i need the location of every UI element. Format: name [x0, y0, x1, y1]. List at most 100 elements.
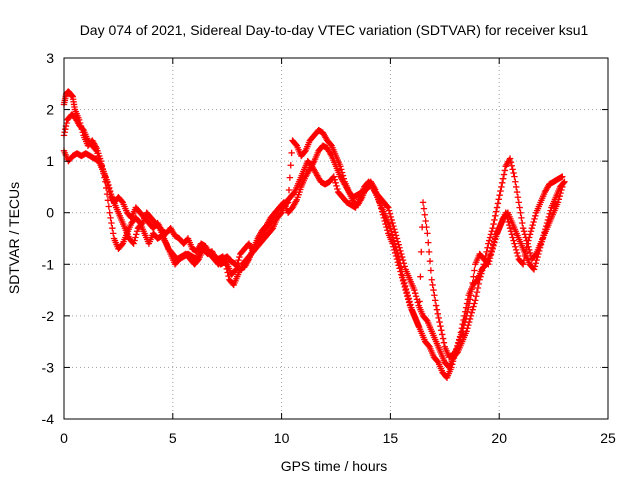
- data-point: [472, 297, 479, 304]
- data-point: [531, 263, 539, 270]
- data-point: [105, 203, 113, 210]
- data-point: [464, 308, 471, 315]
- data-point: [487, 251, 495, 259]
- data-point: [534, 253, 541, 261]
- data-point: [98, 162, 106, 169]
- data-point: [461, 318, 469, 326]
- data-point: [394, 259, 401, 266]
- data-point: [487, 231, 495, 238]
- data-point: [225, 272, 232, 280]
- data-point: [425, 239, 432, 246]
- data-point: [458, 331, 465, 338]
- data-point: [76, 119, 84, 127]
- data-point: [108, 219, 115, 227]
- data-point: [520, 256, 528, 264]
- data-point: [109, 224, 116, 232]
- data-point: [509, 166, 516, 173]
- data-point: [284, 199, 292, 206]
- data-point: [546, 210, 553, 217]
- data-point: [131, 237, 138, 244]
- data-point: [396, 265, 403, 272]
- data-point: [340, 175, 348, 182]
- data-point: [378, 208, 386, 215]
- data-point: [339, 172, 347, 179]
- data-point: [495, 196, 502, 203]
- data-point: [539, 235, 546, 242]
- data-point: [404, 293, 411, 300]
- data-point: [469, 306, 476, 313]
- data-point: [391, 249, 399, 257]
- data-point: [491, 216, 498, 224]
- data-point: [288, 149, 295, 157]
- data-point: [222, 262, 230, 269]
- y-tick-label: -3: [42, 359, 55, 375]
- data-point: [412, 293, 420, 300]
- data-point: [77, 122, 85, 130]
- data-point: [432, 302, 440, 309]
- data-point: [402, 286, 409, 294]
- data-point: [398, 271, 405, 278]
- series-track-c: [60, 88, 566, 361]
- data-point: [133, 231, 140, 238]
- data-point: [519, 261, 527, 268]
- data-point: [544, 216, 552, 224]
- data-point: [436, 318, 443, 326]
- data-point: [78, 125, 86, 133]
- data-point: [511, 240, 518, 247]
- data-point: [536, 247, 543, 255]
- data-point: [541, 229, 548, 236]
- data-point: [433, 306, 441, 313]
- data-point: [421, 211, 428, 218]
- data-point: [377, 202, 384, 209]
- data-point: [61, 129, 68, 136]
- data-point: [506, 155, 514, 162]
- data-point: [526, 249, 534, 257]
- data-point: [469, 279, 476, 287]
- data-point: [465, 300, 473, 307]
- data-point: [417, 273, 424, 280]
- data-point: [223, 265, 230, 273]
- data-point: [533, 256, 540, 264]
- data-point: [508, 231, 516, 238]
- data-point: [507, 158, 515, 166]
- data-point: [471, 267, 478, 274]
- data-point: [518, 214, 525, 222]
- data-point: [438, 331, 446, 338]
- data-point: [520, 228, 528, 235]
- data-point: [536, 244, 544, 251]
- data-point: [106, 209, 113, 216]
- data-point: [543, 219, 551, 227]
- data-point: [389, 219, 396, 227]
- data-point: [97, 157, 105, 165]
- data-point: [383, 223, 390, 231]
- data-point: [457, 334, 464, 341]
- data-point: [416, 298, 423, 305]
- data-point: [426, 257, 434, 265]
- x-tick-label: 20: [491, 430, 507, 446]
- data-point: [337, 163, 344, 170]
- data-point: [424, 230, 431, 237]
- data-point: [460, 321, 468, 329]
- data-point: [528, 224, 536, 232]
- data-point: [467, 292, 475, 299]
- data-point: [422, 217, 429, 225]
- data-point: [109, 230, 117, 237]
- data-point: [473, 288, 481, 296]
- data-point: [515, 199, 522, 206]
- data-point: [382, 220, 389, 228]
- data-point: [524, 240, 531, 247]
- data-point: [542, 226, 549, 233]
- data-point: [521, 252, 529, 260]
- data-point: [498, 183, 505, 191]
- data-point: [519, 219, 526, 227]
- data-point: [448, 361, 456, 368]
- data-point: [425, 248, 433, 256]
- data-point: [504, 215, 511, 223]
- data-layer: [60, 88, 568, 381]
- data-point: [287, 162, 294, 169]
- data-point: [519, 224, 527, 232]
- data-point: [465, 304, 472, 311]
- data-point: [462, 315, 469, 323]
- y-tick-label: -2: [42, 308, 55, 324]
- data-point: [526, 234, 533, 241]
